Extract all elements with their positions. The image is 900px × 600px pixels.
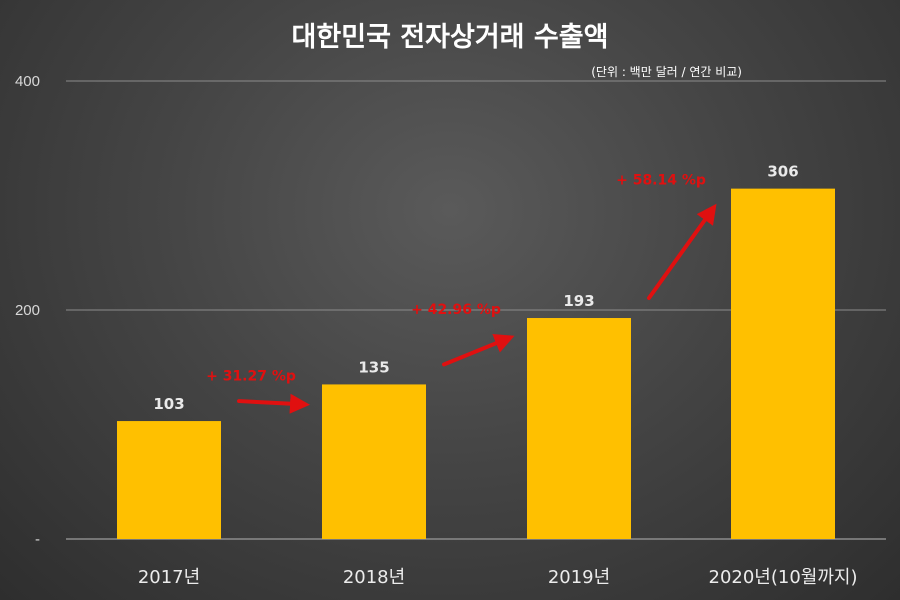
bar	[322, 384, 426, 539]
y-tick-label: 200	[15, 302, 40, 319]
data-label: 103	[153, 395, 184, 413]
data-labels: 103 135 193 306	[153, 163, 798, 413]
y-axis-ticks: 400 200 -	[15, 73, 40, 548]
growth-arrow	[237, 393, 310, 414]
bar	[527, 318, 631, 539]
y-tick-label: 400	[15, 73, 40, 90]
data-label: 306	[767, 163, 798, 181]
growth-arrow	[442, 334, 515, 367]
chart-subtitle: (단위 : 백만 달러 / 연간 비교)	[591, 65, 742, 79]
growth-label: + 58.14 %p	[616, 173, 706, 189]
bar	[731, 188, 835, 539]
y-tick-label: -	[35, 531, 40, 548]
bars	[117, 188, 835, 539]
chart-title: 대한민국 전자상거래 수출액	[292, 22, 609, 53]
growth-annotations: + 31.27 %p + 42.96 %p + 58.14 %p	[206, 173, 717, 414]
x-tick-label: 2020년(10월까지)	[709, 567, 858, 588]
growth-label: + 42.96 %p	[411, 302, 501, 318]
x-axis-ticks: 2017년 2018년 2019년 2020년(10월까지)	[138, 567, 858, 588]
x-tick-label: 2019년	[548, 567, 610, 588]
data-label: 193	[563, 292, 594, 310]
growth-arrow	[647, 203, 717, 301]
bar	[117, 421, 221, 539]
x-tick-label: 2017년	[138, 567, 200, 588]
x-tick-label: 2018년	[343, 567, 405, 588]
data-label: 135	[358, 358, 389, 376]
growth-label: + 31.27 %p	[206, 368, 296, 384]
